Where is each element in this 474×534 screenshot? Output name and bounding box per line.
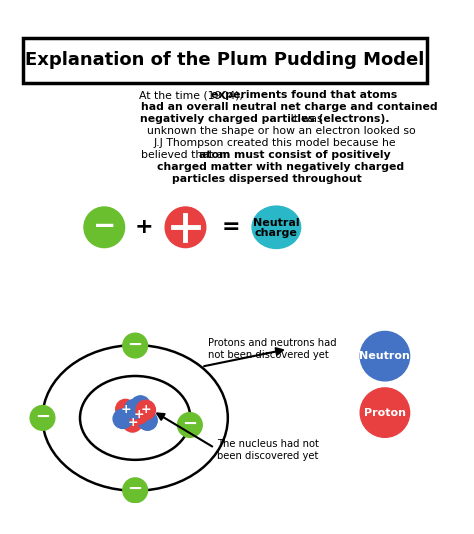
Text: unknown the shape or how an electron looked so: unknown the shape or how an electron loo… <box>147 126 416 136</box>
Circle shape <box>30 405 55 430</box>
Ellipse shape <box>252 206 301 248</box>
Circle shape <box>113 409 133 428</box>
Text: +: + <box>120 403 131 415</box>
Text: Explanation of the Plum Pudding Model: Explanation of the Plum Pudding Model <box>26 51 425 69</box>
Circle shape <box>123 478 147 502</box>
Circle shape <box>136 400 155 420</box>
Text: had an overall neutral net charge and contained: had an overall neutral net charge and co… <box>141 103 438 112</box>
Text: −: − <box>92 213 116 240</box>
Text: charge: charge <box>255 229 298 239</box>
Circle shape <box>138 411 157 430</box>
Circle shape <box>84 207 125 248</box>
Circle shape <box>116 399 135 419</box>
Text: +: + <box>133 408 144 421</box>
Circle shape <box>123 413 142 432</box>
Text: −: − <box>35 408 50 426</box>
Text: negatively charged particles (electrons).: negatively charged particles (electrons)… <box>140 114 390 124</box>
Text: =: = <box>221 217 240 237</box>
Text: It was: It was <box>287 114 322 124</box>
Text: Neutron: Neutron <box>359 351 410 361</box>
Text: Protons and neutrons had
not been discovered yet: Protons and neutrons had not been discov… <box>209 339 337 360</box>
Text: particles dispersed throughout: particles dispersed throughout <box>172 174 361 184</box>
Circle shape <box>129 405 148 424</box>
Circle shape <box>360 332 410 381</box>
Text: +: + <box>135 217 153 237</box>
Text: +: + <box>127 416 138 429</box>
Circle shape <box>360 388 410 437</box>
Text: J.J Thompson created this model because he: J.J Thompson created this model because … <box>154 138 396 148</box>
Text: −: − <box>128 481 143 498</box>
Text: experiments found that atoms: experiments found that atoms <box>211 90 397 100</box>
Text: atom must consist of positively: atom must consist of positively <box>199 150 390 160</box>
Circle shape <box>165 207 206 248</box>
Text: Proton: Proton <box>364 407 406 418</box>
FancyBboxPatch shape <box>23 38 427 83</box>
Circle shape <box>123 333 147 358</box>
Text: Neutral: Neutral <box>253 218 300 228</box>
Circle shape <box>125 399 144 419</box>
Circle shape <box>178 413 202 437</box>
Text: −: − <box>128 336 143 354</box>
Text: The nucleus had not
been discovered yet: The nucleus had not been discovered yet <box>217 439 319 461</box>
Circle shape <box>131 396 150 415</box>
Text: +: + <box>140 404 151 417</box>
Text: −: − <box>182 415 198 433</box>
Text: charged matter with negatively charged: charged matter with negatively charged <box>157 162 404 172</box>
Text: believed that an: believed that an <box>141 150 234 160</box>
Text: ​At the time (1904),: ​At the time (1904), <box>139 90 247 100</box>
